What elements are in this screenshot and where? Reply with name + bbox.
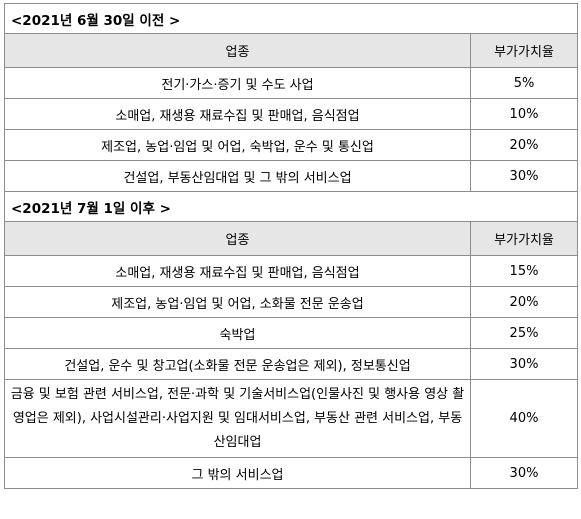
- industry-cell: 전기·가스·증기 및 수도 사업: [4, 67, 471, 99]
- rate-cell: 10%: [470, 98, 578, 130]
- header-industry: 업종: [4, 221, 471, 256]
- header-row: 업종 부가가치율: [4, 221, 578, 256]
- section-title-row: <2021년 6월 30일 이전 >: [4, 3, 578, 34]
- rate-cell: 20%: [470, 129, 578, 161]
- industry-cell: 소매업, 재생용 재료수집 및 판매업, 음식점업: [4, 255, 471, 287]
- industry-cell: 금융 및 보험 관련 서비스업, 전문·과학 및 기술서비스업(인물사진 및 행…: [4, 379, 471, 458]
- industry-cell: 건설업, 운수 및 창고업(소화물 전문 운송업은 제외), 정보통신업: [4, 348, 471, 380]
- rate-cell: 30%: [470, 348, 578, 380]
- industry-cell: 그 밖의 서비스업: [4, 457, 471, 489]
- industry-cell: 소매업, 재생용 재료수집 및 판매업, 음식점업: [4, 98, 471, 130]
- industry-cell: 제조업, 농업·임업 및 어업, 숙박업, 운수 및 통신업: [4, 129, 471, 161]
- rate-cell: 20%: [470, 286, 578, 318]
- section-title: <2021년 6월 30일 이전 >: [4, 3, 578, 34]
- industry-cell: 숙박업: [4, 317, 471, 349]
- header-rate: 부가가치율: [470, 33, 578, 68]
- rate-cell: 25%: [470, 317, 578, 349]
- table-row: 제조업, 농업·임업 및 어업, 숙박업, 운수 및 통신업 20%: [4, 129, 578, 161]
- rate-cell: 15%: [470, 255, 578, 287]
- section-title-row: <2021년 7월 1일 이후 >: [4, 191, 578, 222]
- industry-cell: 제조업, 농업·임업 및 어업, 소화물 전문 운송업: [4, 286, 471, 318]
- header-row: 업종 부가가치율: [4, 33, 578, 68]
- table-row: 전기·가스·증기 및 수도 사업 5%: [4, 67, 578, 99]
- rate-cell: 5%: [470, 67, 578, 99]
- rate-cell: 40%: [470, 379, 578, 458]
- header-industry: 업종: [4, 33, 471, 68]
- header-rate: 부가가치율: [470, 221, 578, 256]
- table-row: 숙박업 25%: [4, 317, 578, 349]
- rate-cell: 30%: [470, 457, 578, 489]
- table-row: 건설업, 부동산임대업 및 그 밖의 서비스업 30%: [4, 160, 578, 192]
- section-title: <2021년 7월 1일 이후 >: [4, 191, 578, 222]
- industry-cell: 건설업, 부동산임대업 및 그 밖의 서비스업: [4, 160, 471, 192]
- table-row: 소매업, 재생용 재료수집 및 판매업, 음식점업 10%: [4, 98, 578, 130]
- value-added-rate-table: <2021년 6월 30일 이전 > 업종 부가가치율 전기·가스·증기 및 수…: [4, 3, 578, 489]
- table-row: 그 밖의 서비스업 30%: [4, 457, 578, 489]
- table-row: 건설업, 운수 및 창고업(소화물 전문 운송업은 제외), 정보통신업 30%: [4, 348, 578, 380]
- table-row: 금융 및 보험 관련 서비스업, 전문·과학 및 기술서비스업(인물사진 및 행…: [4, 379, 578, 458]
- table-row: 제조업, 농업·임업 및 어업, 소화물 전문 운송업 20%: [4, 286, 578, 318]
- rate-cell: 30%: [470, 160, 578, 192]
- table-row: 소매업, 재생용 재료수집 및 판매업, 음식점업 15%: [4, 255, 578, 287]
